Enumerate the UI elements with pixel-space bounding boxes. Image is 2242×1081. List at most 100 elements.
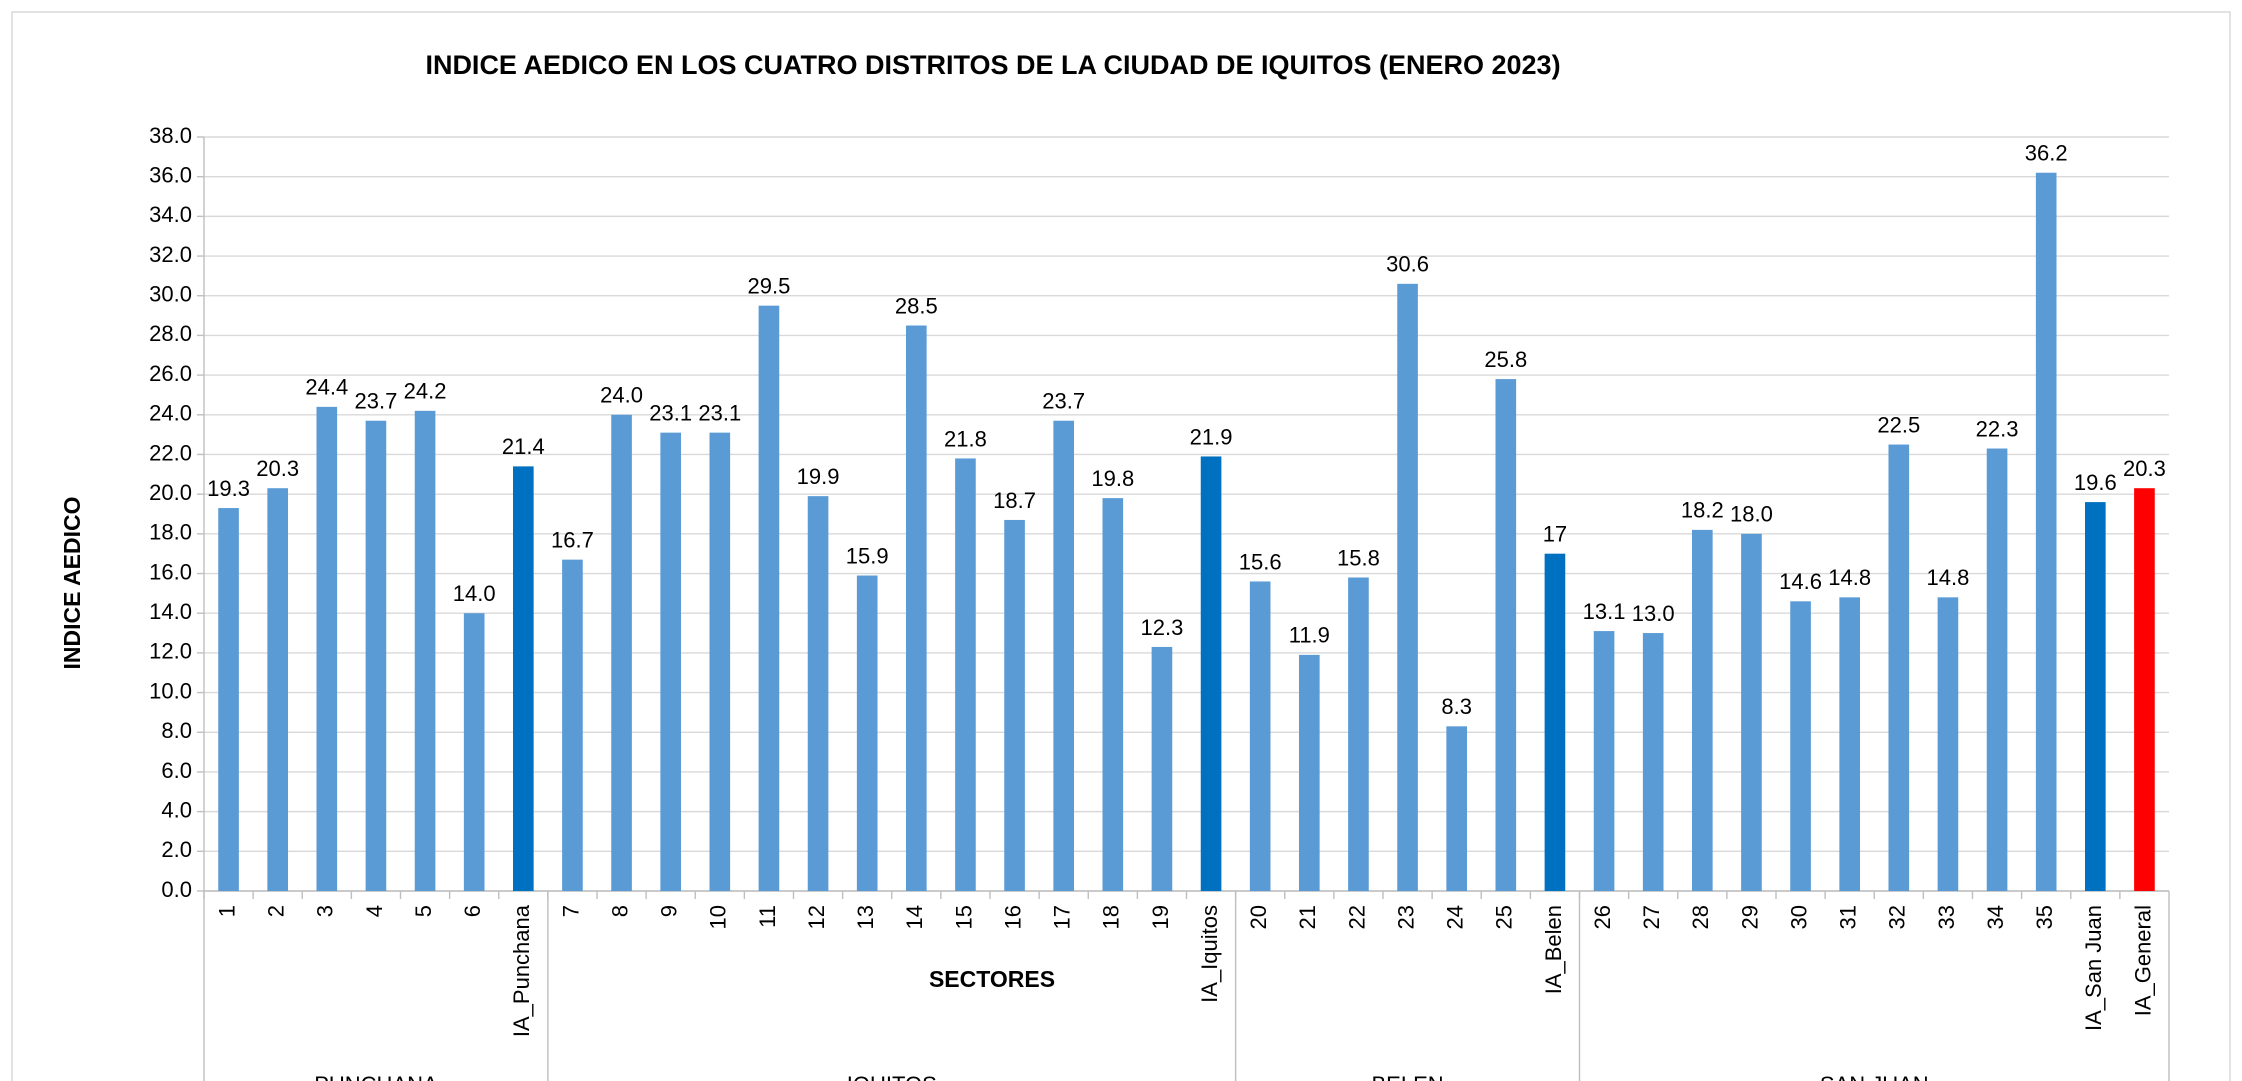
bar [218,508,239,891]
data-label: 19.8 [1091,466,1134,491]
bar [414,410,436,891]
y-tick-label: 34.0 [149,202,192,227]
y-tick-label: 20.0 [149,480,192,505]
data-label: 11.9 [1289,623,1330,648]
data-label: 20.3 [2123,456,2166,481]
data-label: 18.2 [1681,498,1724,523]
data-label: 20.3 [256,456,299,481]
y-tick-label: 10.0 [149,678,192,703]
chart-border [11,11,2231,1081]
data-label: 19.3 [207,476,250,501]
bar [1298,654,1320,891]
y-tick-label: 24.0 [149,401,192,426]
bar [660,432,682,891]
bar [365,420,387,891]
x-tick-label: 21 [1295,905,1320,929]
x-tick-label: IA_Belen [1541,905,1566,994]
y-tick-label: 4.0 [161,797,192,822]
x-tick-label: 9 [657,905,682,917]
bar [905,325,927,891]
x-tick-label: 31 [1836,905,1861,929]
y-tick-label: 26.0 [149,361,192,386]
data-label: 28.5 [895,293,938,318]
x-tick-label: 33 [1934,905,1959,929]
bar [463,613,485,891]
bar [856,575,878,891]
y-axis-label: INDICE AEDICO [59,497,85,670]
bar [512,466,534,891]
x-tick-label: 16 [1000,905,1025,929]
data-label: 22.5 [1877,412,1920,437]
x-tick-label: 32 [1885,905,1910,929]
y-tick-label: 36.0 [149,162,192,187]
bar [2035,172,2057,891]
y-tick-label: 12.0 [149,639,192,664]
data-label: 24.0 [600,383,643,408]
data-label: 19.9 [797,464,840,489]
group-label: SAN JUAN [1820,1072,1929,1081]
bar [1053,420,1075,891]
bar [955,458,976,891]
bar [1986,448,2008,891]
bar [1102,498,1124,891]
data-label: 21.4 [502,434,545,459]
x-tick-label: 29 [1737,905,1762,929]
x-tick-label: IA_Punchana [509,904,534,1037]
bar [1004,519,1025,891]
data-label: 36.2 [2025,141,2068,166]
y-tick-label: 14.0 [149,599,192,624]
data-label: 15.8 [1337,545,1380,570]
x-tick-label: 15 [951,905,976,929]
y-tick-label: 22.0 [149,440,192,465]
data-label: 25.8 [1484,347,1527,372]
bar [1200,456,1222,891]
bar [1691,529,1713,891]
data-label: 19.6 [2074,470,2117,495]
y-tick-label: 16.0 [149,559,192,584]
x-tick-label: 18 [1099,905,1124,929]
bar [709,432,731,891]
data-label: 18.0 [1730,502,1773,527]
x-tick-label: 10 [706,905,731,929]
x-tick-label: 11 [755,905,780,928]
x-axis-label: SECTORES [929,966,1055,992]
bar [1937,597,1959,891]
data-label: 22.3 [1976,416,2019,441]
data-label: 29.5 [748,273,791,298]
data-label: 16.7 [551,527,594,552]
data-label: 13.1 [1583,599,1626,624]
chart-title: INDICE AEDICO EN LOS CUATRO DISTRITOS DE… [425,50,1560,80]
data-label: 14.6 [1779,569,1822,594]
bar [1446,726,1468,891]
data-label: 14.8 [1927,565,1970,590]
y-tick-label: 6.0 [161,758,192,783]
x-tick-label: 14 [902,905,927,929]
data-label: 30.6 [1386,252,1429,277]
bar [1593,631,1615,891]
bar [1839,597,1861,891]
bar [1249,581,1271,891]
x-tick-label: 17 [1050,905,1075,929]
y-tick-label: 30.0 [149,282,192,307]
x-tick-label: 23 [1393,905,1418,929]
group-label: IQUITOS [847,1072,937,1081]
x-tick-label: 34 [1983,905,2008,929]
y-tick-label: 2.0 [161,837,192,862]
data-label: 14.0 [453,581,496,606]
bar [807,496,829,891]
data-label: 21.8 [944,426,987,451]
x-tick-label: 12 [804,905,829,929]
data-label: 15.6 [1239,549,1282,574]
x-tick-label: 27 [1639,905,1664,929]
bar [1544,553,1566,891]
bar [2084,502,2106,891]
group-label: PUNCHANA [314,1072,438,1081]
y-tick-label: 0.0 [161,877,192,902]
data-label: 23.7 [355,389,398,414]
x-tick-label: 7 [558,905,583,917]
x-tick-label: 4 [362,905,387,917]
group-label: BELEN [1371,1072,1443,1081]
bar [611,414,632,891]
bar [1348,577,1369,891]
